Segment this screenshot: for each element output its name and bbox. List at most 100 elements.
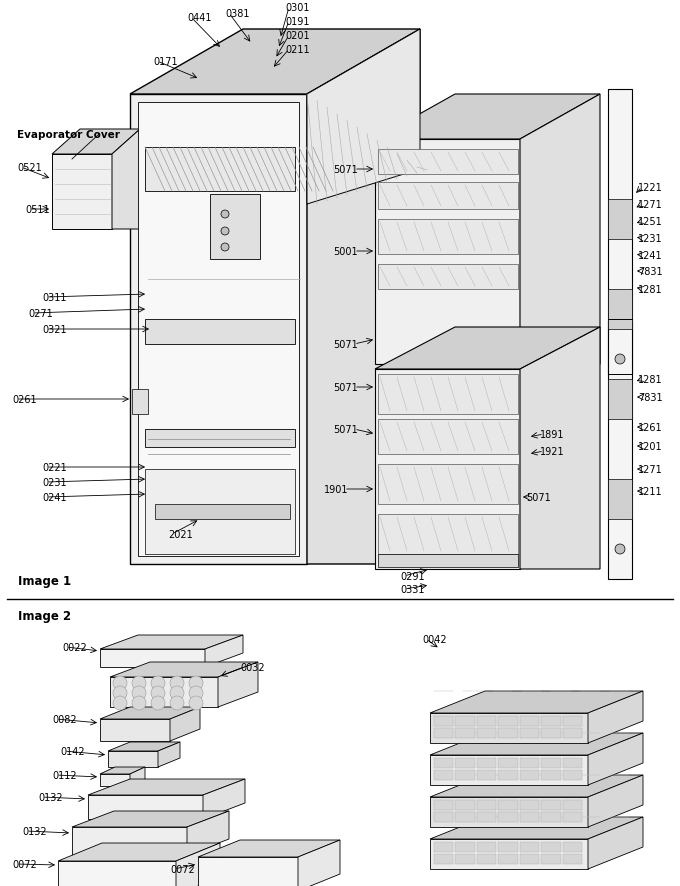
Polygon shape (434, 800, 454, 810)
Polygon shape (541, 812, 560, 822)
Text: 1201: 1201 (638, 441, 662, 452)
Polygon shape (434, 770, 454, 780)
Polygon shape (562, 770, 582, 780)
Circle shape (113, 696, 127, 711)
Polygon shape (541, 770, 560, 780)
Polygon shape (562, 842, 582, 852)
Text: 0132: 0132 (38, 792, 63, 802)
Text: 0521: 0521 (17, 163, 41, 173)
Polygon shape (608, 479, 632, 519)
Circle shape (132, 687, 146, 700)
Text: 0112: 0112 (52, 770, 77, 780)
Text: 0072: 0072 (170, 864, 194, 874)
Polygon shape (430, 817, 643, 839)
Polygon shape (378, 220, 518, 254)
Text: 1271: 1271 (638, 199, 663, 210)
Text: 1921: 1921 (540, 447, 564, 456)
Polygon shape (477, 854, 496, 864)
Polygon shape (108, 742, 180, 751)
Polygon shape (100, 767, 145, 774)
Polygon shape (562, 800, 582, 810)
Polygon shape (456, 716, 475, 727)
Polygon shape (588, 691, 643, 743)
Polygon shape (72, 827, 187, 855)
Polygon shape (88, 795, 203, 819)
Text: Image 1: Image 1 (18, 574, 71, 587)
Polygon shape (477, 842, 496, 852)
Polygon shape (498, 854, 517, 864)
Text: 5071: 5071 (333, 165, 358, 175)
Polygon shape (145, 470, 295, 555)
Polygon shape (498, 758, 517, 768)
Polygon shape (477, 770, 496, 780)
Polygon shape (378, 420, 518, 455)
Polygon shape (378, 515, 518, 555)
Polygon shape (307, 30, 420, 205)
Text: 1891: 1891 (540, 430, 564, 439)
Polygon shape (541, 854, 560, 864)
Text: 1231: 1231 (638, 234, 662, 244)
Polygon shape (434, 728, 454, 738)
Polygon shape (58, 861, 176, 886)
Polygon shape (562, 758, 582, 768)
Text: 1241: 1241 (638, 251, 662, 260)
Text: 0271: 0271 (28, 308, 53, 319)
Polygon shape (100, 649, 205, 667)
Polygon shape (375, 369, 520, 570)
Text: 0381: 0381 (225, 9, 250, 19)
Polygon shape (176, 843, 220, 886)
Polygon shape (145, 320, 295, 345)
Polygon shape (378, 464, 518, 504)
Polygon shape (588, 775, 643, 827)
Circle shape (132, 696, 146, 711)
Text: 5071: 5071 (526, 493, 551, 502)
Polygon shape (541, 800, 560, 810)
Polygon shape (430, 755, 588, 785)
Polygon shape (520, 854, 539, 864)
Polygon shape (108, 751, 158, 767)
Text: 0082: 0082 (52, 714, 77, 724)
Polygon shape (58, 843, 220, 861)
Text: 0191: 0191 (285, 17, 309, 27)
Polygon shape (608, 199, 632, 240)
Circle shape (615, 544, 625, 555)
Text: 1221: 1221 (638, 183, 663, 193)
Text: 1211: 1211 (638, 486, 662, 496)
Text: 0072: 0072 (12, 859, 37, 869)
Polygon shape (112, 130, 140, 229)
Polygon shape (210, 195, 260, 260)
Polygon shape (100, 774, 130, 786)
Polygon shape (498, 800, 517, 810)
Text: 0331: 0331 (400, 585, 424, 595)
Polygon shape (498, 812, 517, 822)
Polygon shape (588, 734, 643, 785)
Polygon shape (541, 758, 560, 768)
Polygon shape (520, 95, 600, 364)
Polygon shape (378, 375, 518, 415)
Circle shape (189, 676, 203, 690)
Polygon shape (155, 504, 290, 519)
Circle shape (113, 687, 127, 700)
Polygon shape (520, 758, 539, 768)
Polygon shape (608, 379, 632, 420)
Text: 0142: 0142 (60, 746, 84, 756)
Text: 0311: 0311 (42, 292, 67, 303)
Polygon shape (130, 95, 307, 564)
Polygon shape (52, 155, 112, 229)
Circle shape (151, 687, 165, 700)
Polygon shape (541, 728, 560, 738)
Text: 0511: 0511 (25, 205, 50, 214)
Polygon shape (456, 728, 475, 738)
Polygon shape (477, 758, 496, 768)
Circle shape (151, 696, 165, 711)
Text: 0301: 0301 (285, 3, 309, 13)
Text: 0132: 0132 (22, 826, 47, 836)
Polygon shape (434, 758, 454, 768)
Polygon shape (562, 854, 582, 864)
Polygon shape (477, 716, 496, 727)
Text: 2021: 2021 (168, 530, 192, 540)
Polygon shape (434, 716, 454, 727)
Polygon shape (477, 812, 496, 822)
Polygon shape (130, 767, 145, 786)
Polygon shape (434, 842, 454, 852)
